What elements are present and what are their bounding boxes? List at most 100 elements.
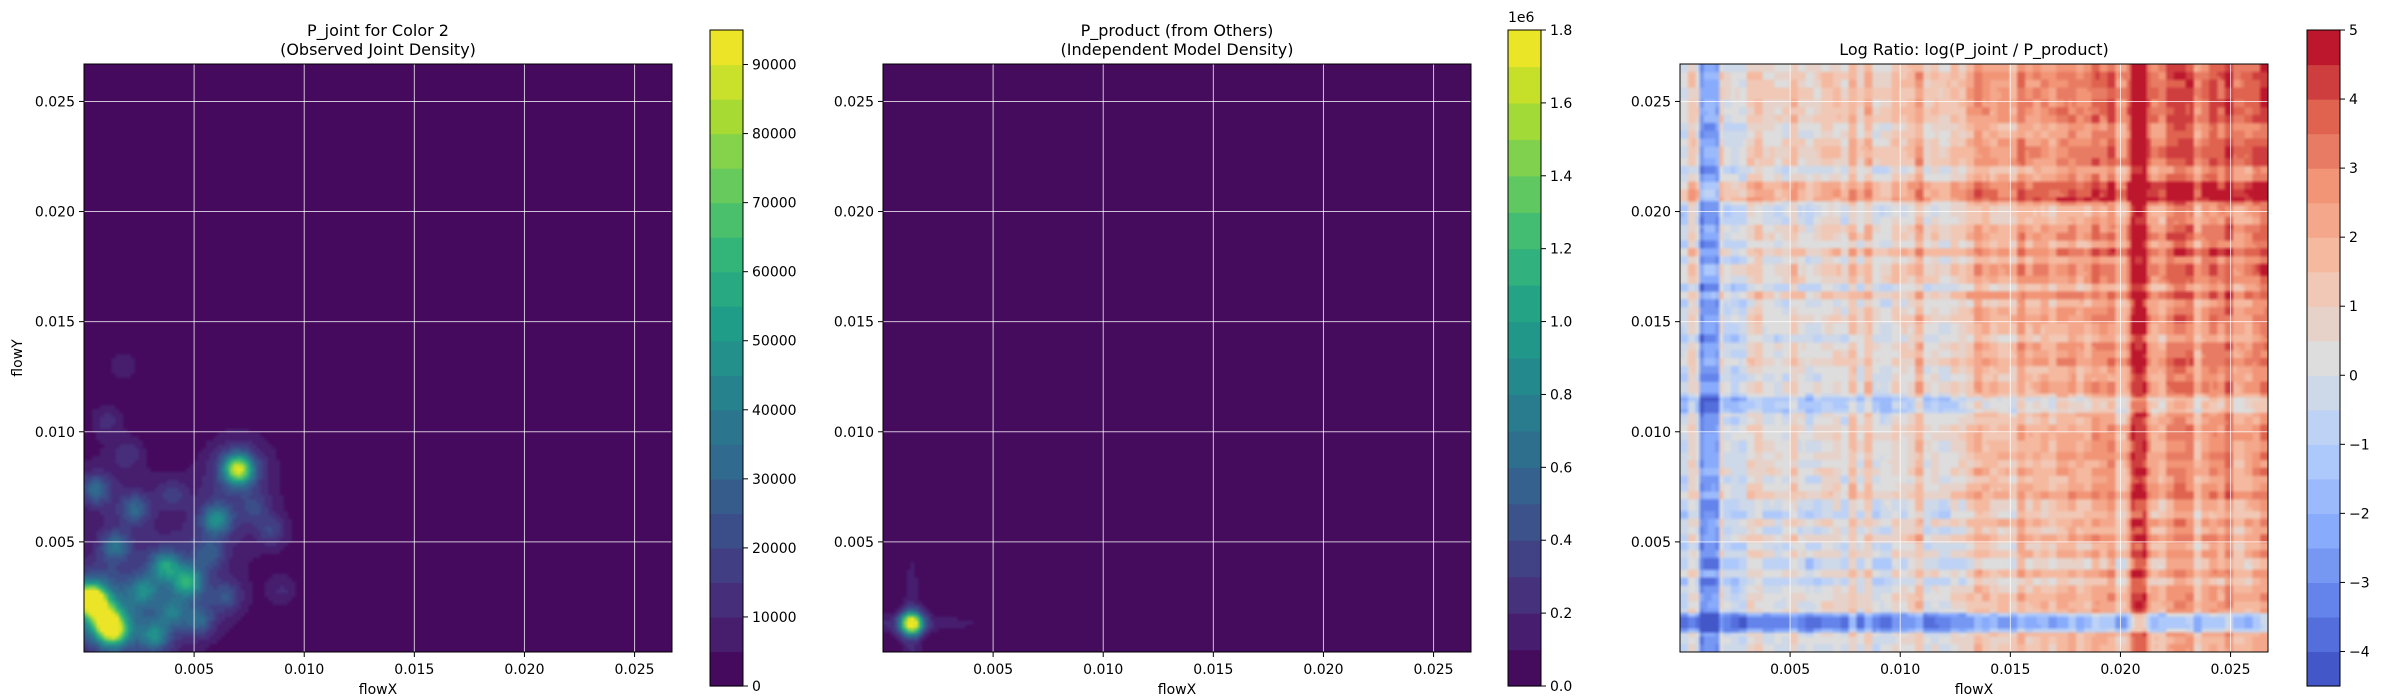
colorbar-tick-label: 5 (2349, 23, 2358, 39)
colorbar: 0 10000 20000 30000 40000 50000 60000 70000 8000… (709, 29, 797, 695)
heatmap-image (883, 64, 1471, 652)
colorbar-level (2307, 237, 2340, 273)
x-tick-label: 0.020 (2100, 662, 2140, 678)
colorbar-level (2307, 513, 2340, 549)
colorbar-tick-label: 0.2 (1550, 606, 1572, 622)
colorbar-tick-label: −3 (2349, 575, 2370, 591)
colorbar-tick-label: 4 (2349, 92, 2358, 108)
colorbar-tick-label: −2 (2349, 506, 2370, 522)
x-tick-label: 0.020 (1303, 662, 1343, 678)
colorbar-level (2307, 582, 2340, 618)
colorbar-level (710, 547, 743, 584)
x-tick-label: 0.010 (284, 662, 324, 678)
chart-title-line1: P_product (from Others) (1081, 21, 1274, 41)
colorbar-level (2307, 375, 2340, 411)
panel-2: 0.005 0.010 0.015 0.020 0.025 0.005 0.010 0.015… (834, 10, 1572, 698)
colorbar-level (2307, 444, 2340, 480)
colorbar-tick-label: 1.4 (1550, 169, 1572, 185)
colorbar-level (2307, 409, 2340, 445)
panel-3: 0.005 0.010 0.015 0.020 0.025 0.005 0.010 0.015… (1631, 23, 2370, 698)
colorbar-level (2307, 64, 2340, 100)
x-tick-label: 0.005 (174, 662, 214, 678)
colorbar-level (2307, 478, 2340, 514)
colorbar-level (1508, 503, 1541, 541)
colorbar-level (710, 616, 743, 653)
y-tick-label: 0.015 (35, 315, 75, 331)
colorbar-level (1508, 576, 1541, 614)
colorbar-tick-label: 80000 (752, 127, 797, 143)
y-tick-label: 0.020 (35, 205, 75, 221)
colorbar-level (710, 202, 743, 238)
colorbar-frame (2306, 29, 2341, 687)
colorbar-tick-label: 90000 (752, 58, 797, 74)
axes-frame (1679, 63, 2269, 653)
colorbar-level (1508, 248, 1541, 286)
x-tick-label: 0.020 (504, 662, 544, 678)
x-tick-label: 0.005 (973, 662, 1013, 678)
colorbar-level (1508, 175, 1541, 213)
y-tick-label: 0.010 (35, 425, 75, 441)
colorbar-level (710, 340, 743, 376)
colorbar: −4 −3 −2 −1 0 1 2 3 4 5 (2306, 23, 2370, 687)
x-tick-label: 0.010 (1083, 662, 1123, 678)
colorbar-level (710, 444, 743, 480)
colorbar-level (710, 513, 743, 549)
heatmap-image (84, 64, 672, 652)
colorbar-tick-label: 70000 (752, 196, 797, 212)
y-tick-label: 0.015 (1631, 315, 1671, 331)
colorbar-level (2307, 168, 2340, 204)
x-tick-label: 0.025 (615, 662, 655, 678)
colorbar-level (1508, 30, 1541, 68)
colorbar-tick-label: 0.4 (1550, 533, 1572, 549)
colorbar-level (710, 168, 743, 204)
colorbar-level (2307, 651, 2340, 687)
colorbar-tick-label: 1 (2349, 299, 2358, 315)
y-tick-label: 0.020 (834, 205, 874, 221)
colorbar-level (1508, 540, 1541, 578)
colorbar-level (2307, 271, 2340, 307)
colorbar-tick-label: −1 (2349, 437, 2370, 453)
chart-title-line2: (Observed Joint Density) (280, 40, 476, 59)
colorbar-tick-label: 0.8 (1550, 387, 1572, 403)
colorbar-level (710, 375, 743, 411)
colorbar-level (2307, 30, 2340, 66)
colorbar-tick-label: 0.6 (1550, 460, 1572, 476)
colorbar-level (2307, 99, 2340, 135)
x-tick-label: 0.025 (1414, 662, 1454, 678)
colorbar-tick-label: 0 (752, 679, 761, 695)
x-axis-label: flowX (1955, 682, 1994, 698)
colorbar-tick-label: −4 (2349, 644, 2370, 660)
y-tick-label: 0.025 (834, 94, 874, 110)
colorbar-tick-label: 1.6 (1550, 96, 1572, 112)
colorbar-frame (709, 29, 744, 687)
colorbar-level (2307, 133, 2340, 169)
colorbar-level (710, 133, 743, 169)
chart-title-line2: (Independent Model Density) (1061, 40, 1294, 59)
colorbar-tick-label: 60000 (752, 265, 797, 281)
colorbar-level (2307, 306, 2340, 342)
colorbar-level (2307, 340, 2340, 376)
colorbar-tick-label: 1.0 (1550, 315, 1572, 331)
colorbar-level (1508, 394, 1541, 432)
y-tick-label: 0.015 (834, 315, 874, 331)
colorbar-level (1508, 358, 1541, 396)
colorbar-level (1508, 467, 1541, 505)
x-tick-label: 0.015 (1193, 662, 1233, 678)
colorbar-level (1508, 102, 1541, 140)
x-axis-label: flowX (359, 682, 398, 698)
axes-frame (882, 63, 1472, 653)
colorbar-level (1508, 649, 1541, 687)
colorbar-level (1508, 139, 1541, 177)
grid (84, 64, 672, 652)
y-tick-label: 0.025 (35, 94, 75, 110)
x-tick-label: 0.005 (1770, 662, 1810, 678)
heatmap-image (1680, 64, 2268, 652)
colorbar-level (1508, 285, 1541, 323)
y-tick-label: 0.005 (834, 535, 874, 551)
colorbar-level (1508, 430, 1541, 468)
colorbar-level (710, 478, 743, 514)
colorbar-tick-label: 3 (2349, 161, 2358, 177)
x-axis-label: flowX (1158, 682, 1197, 698)
colorbar-tick-label: 40000 (752, 403, 797, 419)
colorbar-level (2307, 547, 2340, 584)
